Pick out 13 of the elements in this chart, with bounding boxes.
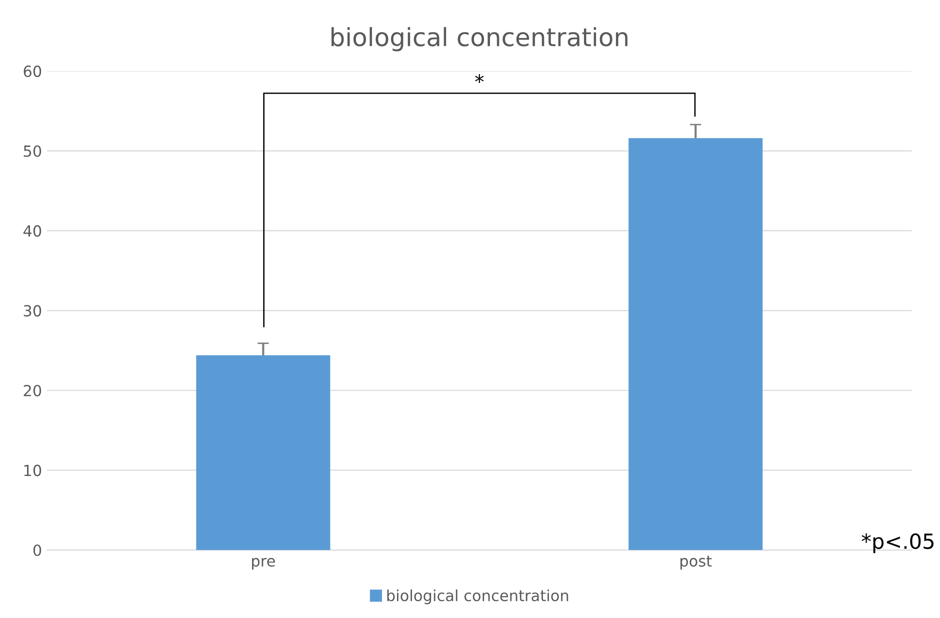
y-tick-label: 20 (24, 384, 42, 396)
annotation: * (475, 74, 484, 84)
y-tick-label: 30 (24, 305, 42, 317)
annotation: *p<.05 (862, 533, 934, 554)
chart-title: biological concentration (332, 27, 628, 52)
y-tick-label: 50 (24, 145, 42, 157)
y-tick-label: 0 (33, 544, 42, 556)
x-tick-label: post (680, 556, 712, 570)
y-tick-label: 10 (24, 464, 42, 476)
y-tick-label: 40 (23, 225, 42, 237)
y-tick-label: 60 (24, 66, 42, 78)
legend-label: biological concentration (387, 589, 568, 604)
x-tick-label: pre (252, 558, 275, 570)
